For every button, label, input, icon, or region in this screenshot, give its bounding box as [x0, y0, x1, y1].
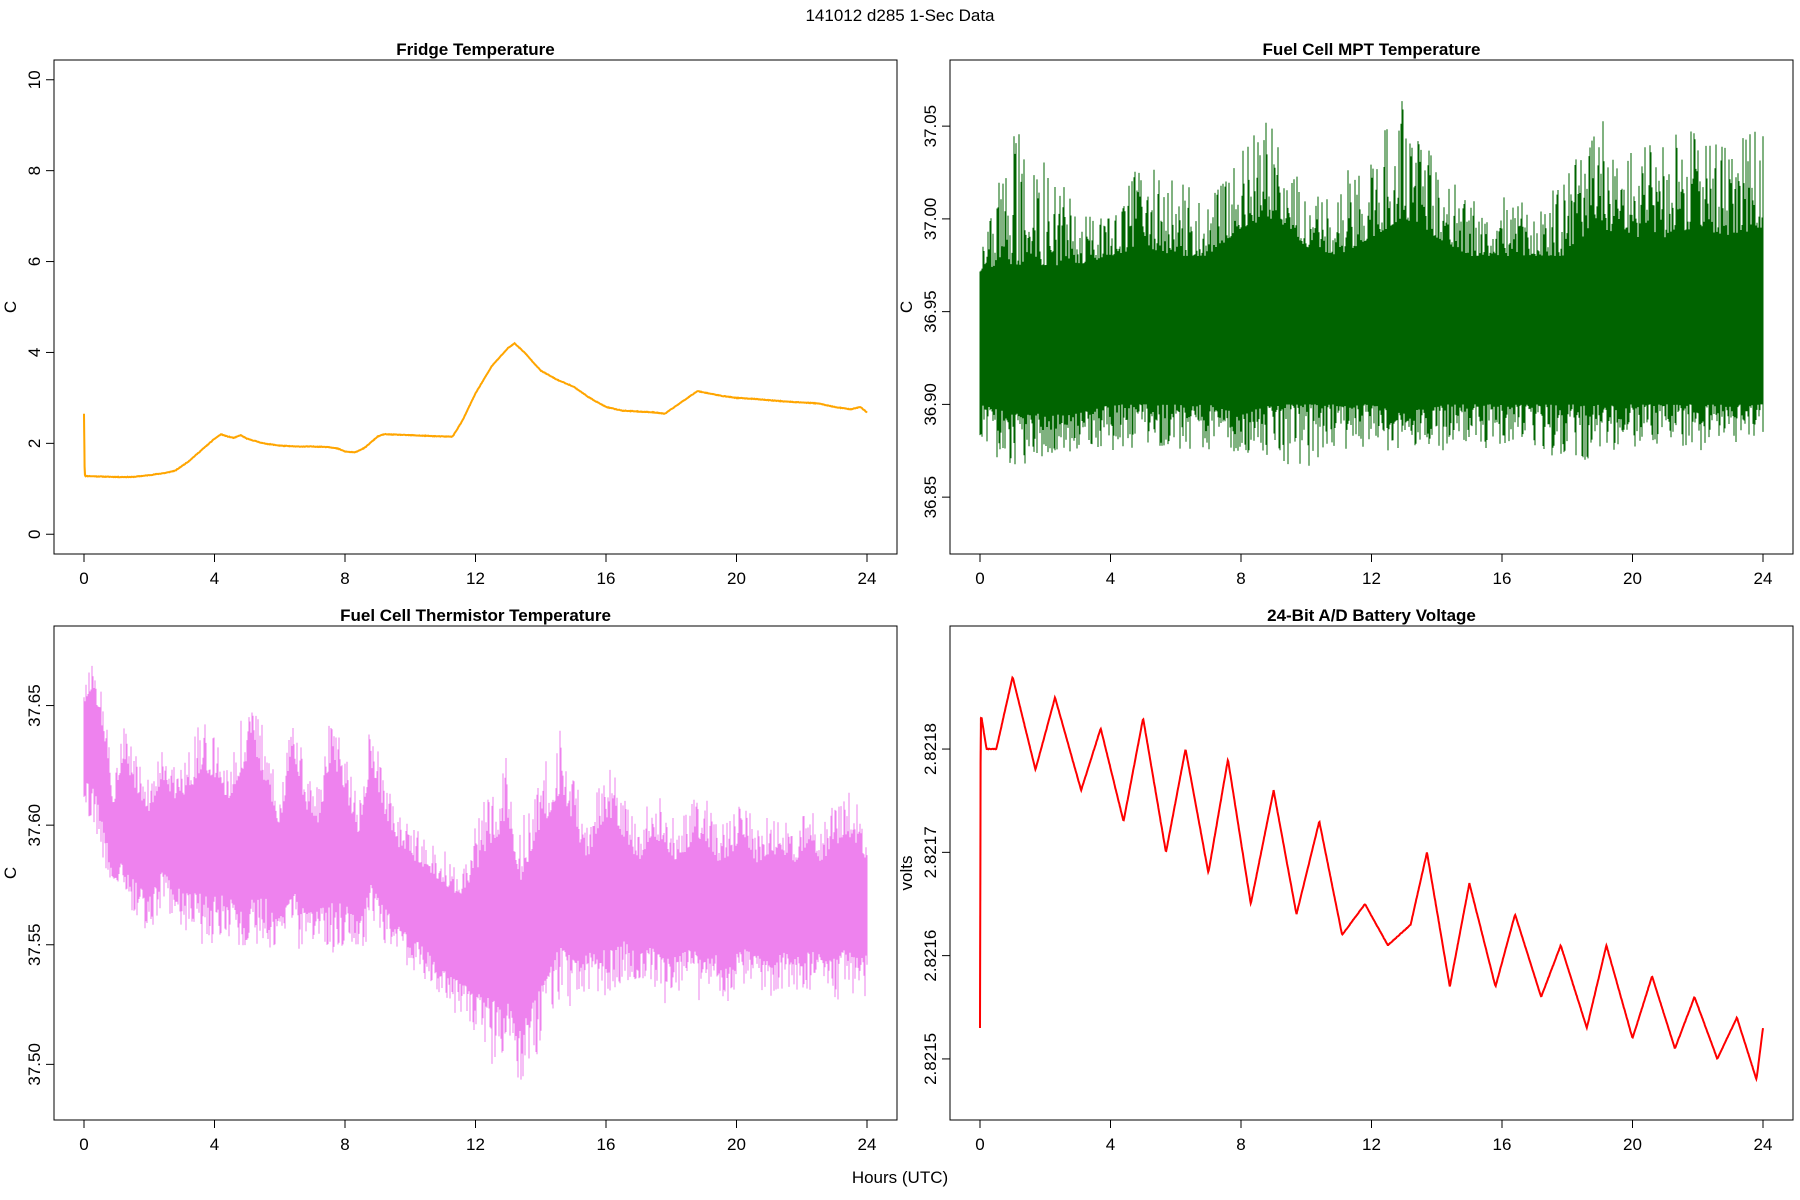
- y-tick-label: 36.95: [921, 290, 940, 333]
- x-tick-label: 4: [1106, 1135, 1115, 1154]
- panel-title: Fuel Cell MPT Temperature: [1263, 40, 1481, 59]
- x-tick-label: 16: [597, 569, 616, 588]
- figure-title: 141012 d285 1-Sec Data: [805, 6, 995, 25]
- x-tick-label: 24: [858, 569, 877, 588]
- y-tick-label: 37.65: [25, 684, 44, 727]
- panel-title: 24-Bit A/D Battery Voltage: [1267, 606, 1476, 625]
- y-tick-label: 0: [25, 530, 44, 539]
- series-line: [979, 675, 1764, 1083]
- y-tick-label: 2.8218: [921, 723, 940, 775]
- y-tick-label: 36.85: [921, 476, 940, 519]
- x-tick-label: 8: [1236, 1135, 1245, 1154]
- series-line: [83, 341, 868, 479]
- x-tick-label: 12: [466, 569, 485, 588]
- plot-frame: [53, 59, 898, 555]
- x-tick-label: 16: [597, 1135, 616, 1154]
- x-tick-label: 20: [727, 1135, 746, 1154]
- x-tick-label: 16: [1493, 569, 1512, 588]
- y-tick-label: 37.05: [921, 105, 940, 148]
- panel-4: 24-Bit A/D Battery Voltage 0 4 8 12 16 20 24 2.8…: [897, 606, 1794, 1154]
- x-tick-label: 24: [1754, 569, 1773, 588]
- y-tick-label: 37.00: [921, 198, 940, 241]
- y-tick-label: 2.8216: [921, 930, 940, 982]
- y-axis-label: C: [1, 301, 20, 313]
- x-tick-label: 0: [975, 569, 984, 588]
- x-tick-label: 8: [340, 569, 349, 588]
- y-tick-label: 8: [25, 166, 44, 175]
- series-noise-band: [979, 101, 1764, 466]
- x-tick-label: 0: [975, 1135, 984, 1154]
- y-axis-label: C: [1, 867, 20, 879]
- x-tick-label: 12: [466, 1135, 485, 1154]
- x-tick-label: 12: [1362, 1135, 1381, 1154]
- plot-frame: [949, 625, 1794, 1121]
- x-tick-label: 0: [79, 1135, 88, 1154]
- y-tick-label: 10: [25, 70, 44, 89]
- series-noise-band: [83, 665, 868, 1080]
- y-tick-label: 37.50: [25, 1043, 44, 1086]
- y-tick-label: 4: [25, 348, 44, 357]
- panel-2: Fuel Cell MPT Temperature 0 4 8 12 16 20 24 36.8…: [897, 40, 1794, 588]
- x-tick-label: 24: [858, 1135, 877, 1154]
- series-start-spike: [83, 413, 86, 476]
- x-tick-label: 4: [1106, 569, 1115, 588]
- y-tick-label: 37.60: [25, 804, 44, 847]
- x-tick-label: 20: [1623, 1135, 1642, 1154]
- x-tick-label: 8: [1236, 569, 1245, 588]
- series-start-spike: [979, 718, 982, 1028]
- y-axis-label: C: [897, 301, 916, 313]
- y-tick-label: 37.55: [25, 923, 44, 966]
- x-tick-label: 24: [1754, 1135, 1773, 1154]
- y-tick-label: 2: [25, 439, 44, 448]
- y-tick-label: 6: [25, 257, 44, 266]
- y-axis-label: volts: [897, 856, 916, 891]
- x-tick-label: 16: [1493, 1135, 1512, 1154]
- panel-title: Fridge Temperature: [396, 40, 554, 59]
- panel-title: Fuel Cell Thermistor Temperature: [340, 606, 611, 625]
- y-tick-label: 2.8217: [921, 826, 940, 878]
- x-tick-label: 12: [1362, 569, 1381, 588]
- x-tick-label: 4: [210, 1135, 219, 1154]
- x-tick-label: 4: [210, 569, 219, 588]
- panel-3: Fuel Cell Thermistor Temperature 0 4 8 12 16 2…: [1, 606, 898, 1154]
- x-tick-label: 20: [727, 569, 746, 588]
- x-tick-label: 0: [79, 569, 88, 588]
- x-tick-label: 8: [340, 1135, 349, 1154]
- figure-x-axis-label: Hours (UTC): [851, 1168, 949, 1187]
- y-tick-label: 36.90: [921, 383, 940, 426]
- y-tick-label: 2.8215: [921, 1033, 940, 1085]
- x-tick-label: 20: [1623, 569, 1642, 588]
